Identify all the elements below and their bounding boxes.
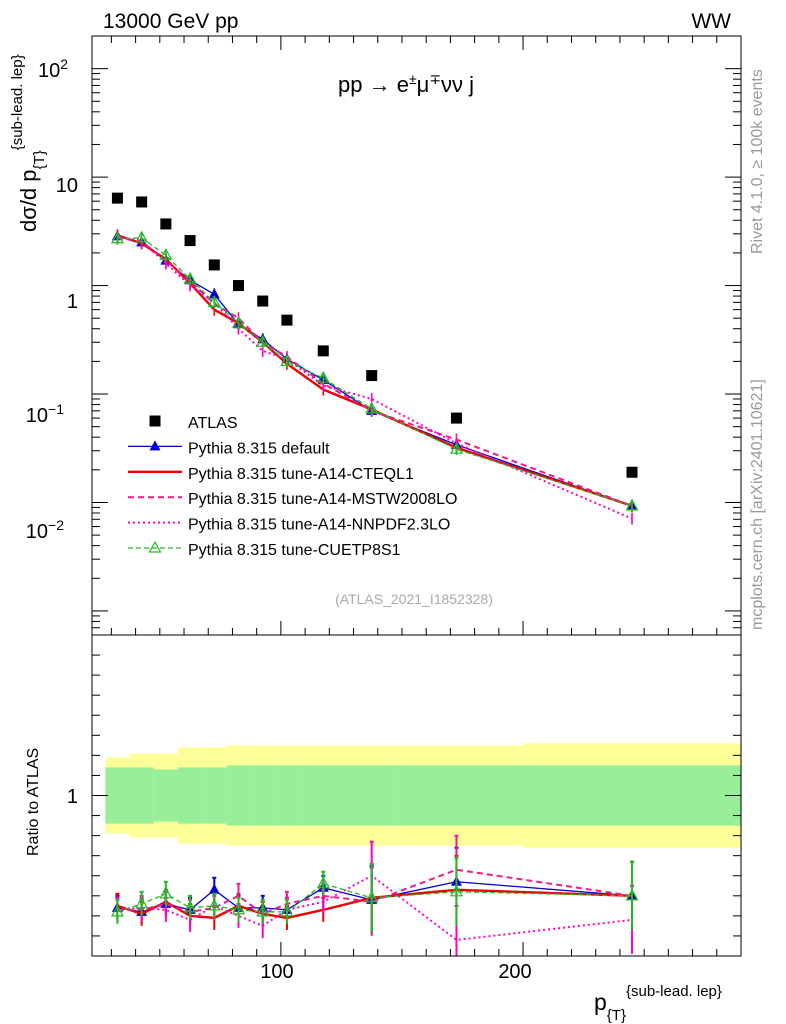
main-point-5-8 — [316, 370, 330, 383]
ratio-point-5-5 — [231, 902, 246, 915]
y-tick-label-100: 102 — [38, 56, 68, 82]
legend-label-0: ATLAS — [188, 415, 238, 432]
rivet-label: Rivet 4.1.0, ≥ 100k events — [749, 69, 766, 254]
atlas-point-11 — [626, 466, 638, 478]
series-line-5 — [117, 237, 633, 507]
process-title: pp → e±μ∓νν j — [338, 71, 474, 97]
ratio-y-tick-label-1: 1 — [67, 786, 78, 808]
header-right: WW — [691, 10, 731, 33]
analysis-tag: (ATLAS_2021_I1852328) — [335, 591, 493, 607]
band-inner-9 — [347, 765, 396, 826]
main-point-5-10 — [449, 441, 463, 454]
legend-entry-4: Pythia 8.315 tune-A14-NNPDF2.3LO — [128, 517, 450, 534]
atlas-point-8 — [317, 345, 329, 357]
band-inner-1 — [129, 767, 154, 824]
atlas-point-9 — [366, 370, 378, 382]
legend-label-4: Pythia 8.315 tune-A14-NNPDF2.3LO — [188, 517, 450, 534]
header-left: 13000 GeV pp — [103, 10, 238, 33]
main-y-tick-labels: 10−2 10−1 1 10 102 — [26, 56, 78, 543]
ratio-point-5-7 — [280, 904, 294, 917]
legend-label-1: Pythia 8.315 default — [188, 440, 330, 457]
band-inner-10 — [395, 765, 524, 826]
main-plot-layer — [110, 192, 639, 525]
legend-label-5: Pythia 8.315 tune-CUETP8S1 — [188, 542, 401, 559]
ratio-line-5 — [117, 883, 633, 913]
main-point-5-3 — [183, 271, 197, 284]
y-tick-label-1e-2: 10−2 — [26, 517, 64, 543]
y-tick-label-10: 10 — [56, 175, 78, 197]
main-point-5-9 — [365, 401, 379, 414]
ratio-y-axis-label: Ratio to ATLAS — [25, 748, 42, 856]
y-tick-label-1: 1 — [67, 291, 78, 313]
ratio-point-1-4 — [208, 883, 220, 894]
ratio-uncertainty-bands — [105, 743, 741, 848]
x-tick-label-100: 100 — [260, 961, 293, 983]
ratio-point-5-10 — [449, 884, 463, 897]
band-inner-0 — [105, 767, 130, 824]
legend-entry-0: ATLAS — [149, 415, 238, 432]
axis-ticks — [92, 35, 741, 957]
atlas-point-6 — [257, 295, 269, 307]
atlas-point-10 — [450, 412, 462, 424]
series-line-4 — [117, 236, 633, 520]
band-inner-6 — [250, 765, 275, 826]
x-tick-label-200: 200 — [498, 961, 531, 983]
ratio-point-5-8 — [316, 876, 330, 889]
band-inner-8 — [299, 765, 348, 826]
atlas-point-3 — [184, 235, 196, 247]
main-point-5-7 — [280, 354, 294, 366]
band-inner-5 — [226, 765, 251, 826]
main-point-5-4 — [207, 295, 221, 307]
main-point-5-6 — [256, 335, 270, 347]
ratio-point-5-0 — [110, 904, 124, 917]
ratio-point-5-11 — [625, 888, 639, 901]
atlas-point-2 — [160, 218, 172, 230]
legend-entry-5: Pythia 8.315 tune-CUETP8S1 — [128, 540, 401, 559]
main-point-5-2 — [159, 248, 173, 260]
legend-entry-3: Pythia 8.315 tune-A14-MSTW2008LO — [128, 491, 457, 508]
legend-entry-1: Pythia 8.315 default — [128, 440, 330, 457]
ratio-point-5-4 — [207, 898, 221, 911]
band-inner-7 — [274, 765, 300, 826]
atlas-point-1 — [136, 196, 148, 208]
main-point-1-4 — [208, 288, 220, 299]
ratio-plot-layer — [110, 834, 639, 956]
main-point-5-11 — [625, 498, 639, 511]
main-point-5-1 — [135, 230, 149, 243]
band-inner-2 — [153, 769, 178, 822]
band-inner-11 — [523, 765, 741, 826]
ratio-point-5-2 — [159, 886, 173, 899]
legend-label-3: Pythia 8.315 tune-A14-MSTW2008LO — [188, 491, 457, 508]
legend: ATLAS Pythia 8.315 default Pythia 8.315 tu… — [128, 415, 457, 559]
legend-symbol-1 — [149, 440, 161, 451]
main-point-5-0 — [110, 231, 124, 244]
atlas-point-0 — [111, 192, 123, 204]
legend-label-2: Pythia 8.315 tune-A14-CTEQL1 — [188, 466, 414, 483]
ratio-point-5-3 — [183, 900, 197, 913]
atlas-point-4 — [208, 259, 220, 271]
legend-symbol-5 — [148, 540, 162, 553]
ratio-point-5-1 — [135, 896, 149, 909]
band-inner-3 — [177, 767, 203, 824]
band-inner-4 — [202, 767, 227, 824]
mcplots-label: mcplots.cern.ch [arXiv:2401.10621] — [749, 379, 766, 630]
atlas-point-7 — [281, 314, 293, 326]
legend-symbol-0 — [149, 415, 161, 427]
main-point-5-5 — [231, 315, 246, 328]
x-axis-label: p{T}{sub-lead. lep} — [594, 983, 722, 1024]
ratio-point-5-6 — [256, 904, 270, 917]
atlas-point-5 — [233, 280, 245, 292]
ratio-line-3 — [117, 868, 633, 916]
legend-entry-2: Pythia 8.315 tune-A14-CTEQL1 — [128, 466, 414, 483]
y-tick-label-1e-1: 10−1 — [26, 401, 64, 427]
ratio-point-5-9 — [365, 890, 379, 903]
